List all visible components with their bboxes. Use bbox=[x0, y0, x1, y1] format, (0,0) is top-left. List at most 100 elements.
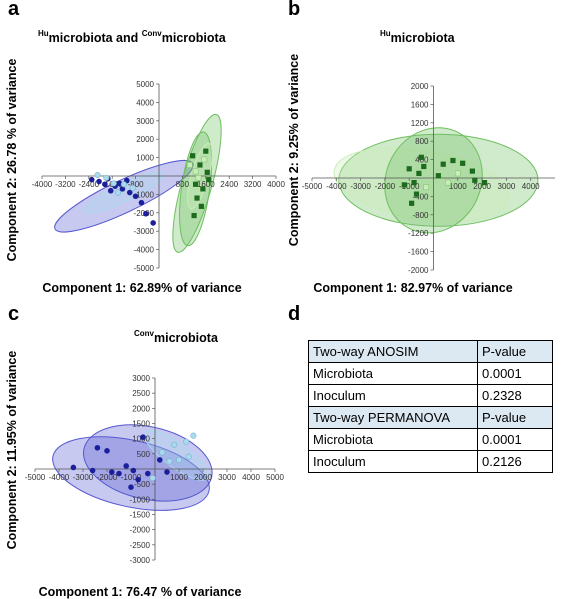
data-point bbox=[145, 470, 151, 477]
data-point bbox=[409, 200, 415, 206]
x-tick-label: -5000 bbox=[25, 473, 46, 482]
y-tick-label: -800 bbox=[412, 211, 429, 220]
data-point bbox=[185, 453, 192, 460]
panel-a-title-sup-1: Hu bbox=[38, 29, 49, 38]
data-point bbox=[204, 169, 210, 175]
data-point bbox=[123, 463, 129, 469]
y-tick-label: 1000 bbox=[136, 154, 154, 163]
scatter-plot-a: -4000-3200-2400-1600-8008001600240032004… bbox=[5, 59, 285, 295]
data-point bbox=[423, 184, 430, 191]
data-point bbox=[94, 172, 101, 179]
table-cell-label: Microbiota bbox=[308, 362, 478, 385]
x-axis-label: Component 1: 62.89% of variance bbox=[42, 281, 241, 295]
table-row: Microbiota 0.0001 bbox=[308, 428, 553, 451]
data-point bbox=[418, 154, 424, 160]
data-point bbox=[201, 156, 208, 163]
y-tick-label: 2000 bbox=[411, 82, 429, 91]
table-row: Two-way PERMANOVA P-value bbox=[308, 406, 553, 429]
data-point bbox=[198, 203, 205, 209]
panel-a-title-sup-2: Conv bbox=[141, 29, 162, 38]
y-tick-label: -1600 bbox=[408, 248, 429, 257]
table-row: Two-way ANOSIM P-value bbox=[308, 340, 553, 363]
x-tick-label: -4000 bbox=[32, 180, 53, 189]
x-tick-label: 800 bbox=[176, 180, 190, 189]
data-point bbox=[190, 432, 197, 439]
data-point bbox=[132, 193, 139, 200]
data-point bbox=[206, 177, 212, 183]
data-point bbox=[440, 161, 446, 167]
panel-b-title: Humicrobiota bbox=[380, 29, 455, 45]
data-point bbox=[469, 168, 475, 174]
table-row: Inoculum 0.2328 bbox=[308, 384, 553, 407]
data-point bbox=[140, 434, 146, 440]
y-tick-label: 3000 bbox=[132, 374, 150, 383]
table-row: Inoculum 0.2126 bbox=[308, 450, 553, 473]
data-point bbox=[186, 162, 193, 168]
panel-a-title-text-2: microbiota bbox=[161, 31, 226, 45]
table-cell-value: 0.2328 bbox=[477, 384, 553, 407]
y-tick-label: 1200 bbox=[411, 119, 429, 128]
data-point bbox=[130, 467, 137, 474]
data-point bbox=[192, 181, 199, 187]
x-tick-label: -2000 bbox=[97, 473, 118, 482]
y-tick-label: 500 bbox=[137, 450, 151, 459]
data-point bbox=[138, 199, 145, 206]
x-tick-label: -3200 bbox=[55, 180, 76, 189]
y-tick-label: -400 bbox=[412, 192, 429, 201]
data-point bbox=[445, 179, 451, 186]
y-tick-label: -500 bbox=[134, 480, 151, 489]
x-tick-label: -1000 bbox=[121, 473, 142, 482]
y-tick-label: -1000 bbox=[134, 190, 155, 199]
x-tick-label: 2000 bbox=[194, 473, 212, 482]
x-tick-label: -1000 bbox=[399, 182, 420, 191]
x-axis-label: Component 1: 76.47 % of variance bbox=[39, 585, 242, 599]
data-point bbox=[191, 212, 197, 219]
x-axis-label: Component 1: 82.97% of variance bbox=[313, 281, 512, 295]
data-point bbox=[104, 448, 110, 454]
x-tick-label: -3000 bbox=[73, 473, 94, 482]
data-point bbox=[119, 186, 126, 192]
y-tick-label: -3000 bbox=[130, 556, 151, 565]
y-tick-label: 2500 bbox=[132, 389, 150, 398]
table-cell-value: P-value bbox=[477, 406, 553, 429]
confidence-ellipse bbox=[333, 147, 510, 223]
table-cell-value: P-value bbox=[477, 340, 553, 363]
data-point bbox=[157, 457, 163, 463]
panel-letter-b: b bbox=[288, 0, 301, 20]
data-point bbox=[96, 178, 102, 185]
data-point bbox=[421, 163, 427, 170]
data-point bbox=[126, 189, 133, 196]
x-tick-label: -4000 bbox=[326, 182, 347, 191]
data-point bbox=[143, 210, 149, 217]
x-tick-label: 2400 bbox=[220, 180, 238, 189]
scatter-plot-c: -5000 -4000 -3000 -2000 -1000 1000 2000 3000 400… bbox=[5, 351, 284, 599]
data-point bbox=[135, 476, 141, 483]
panel-c-title-sup-1: Conv bbox=[134, 329, 154, 338]
data-point bbox=[406, 166, 412, 172]
data-point bbox=[481, 180, 488, 186]
table-cell-label: Inoculum bbox=[308, 384, 478, 407]
x-tick-label: 1600 bbox=[197, 180, 215, 189]
confidence-ellipse bbox=[338, 133, 539, 227]
data-point bbox=[401, 182, 407, 188]
x-tick-label: 4000 bbox=[522, 182, 540, 191]
data-point bbox=[150, 220, 156, 226]
confidence-ellipse bbox=[144, 430, 210, 481]
panel-letter-c: c bbox=[8, 303, 20, 325]
data-point bbox=[472, 177, 478, 183]
scatter-plot-b: -5000 -4000 -3000 -2000 -1000 1000 2000 3000 400… bbox=[287, 54, 555, 295]
x-tick-label: 3200 bbox=[244, 180, 262, 189]
data-point bbox=[195, 174, 202, 181]
y-tick-label: -2500 bbox=[130, 541, 151, 550]
x-tick-label: 3000 bbox=[498, 182, 516, 191]
data-point bbox=[171, 441, 178, 448]
x-tick-label: -800 bbox=[128, 180, 145, 189]
panel-a-title-text-1: microbiota and bbox=[48, 31, 142, 45]
y-tick-label: -1500 bbox=[130, 511, 151, 520]
y-tick-label: 2000 bbox=[136, 135, 154, 144]
table-cell-label: Two-way PERMANOVA bbox=[308, 406, 478, 429]
y-tick-label: 1600 bbox=[411, 100, 429, 109]
data-point bbox=[88, 176, 95, 183]
y-axis-label: Component 2: 11.95% of variance bbox=[5, 351, 19, 550]
y-axis-label: Component 2: 9.25% of variance bbox=[287, 54, 301, 246]
